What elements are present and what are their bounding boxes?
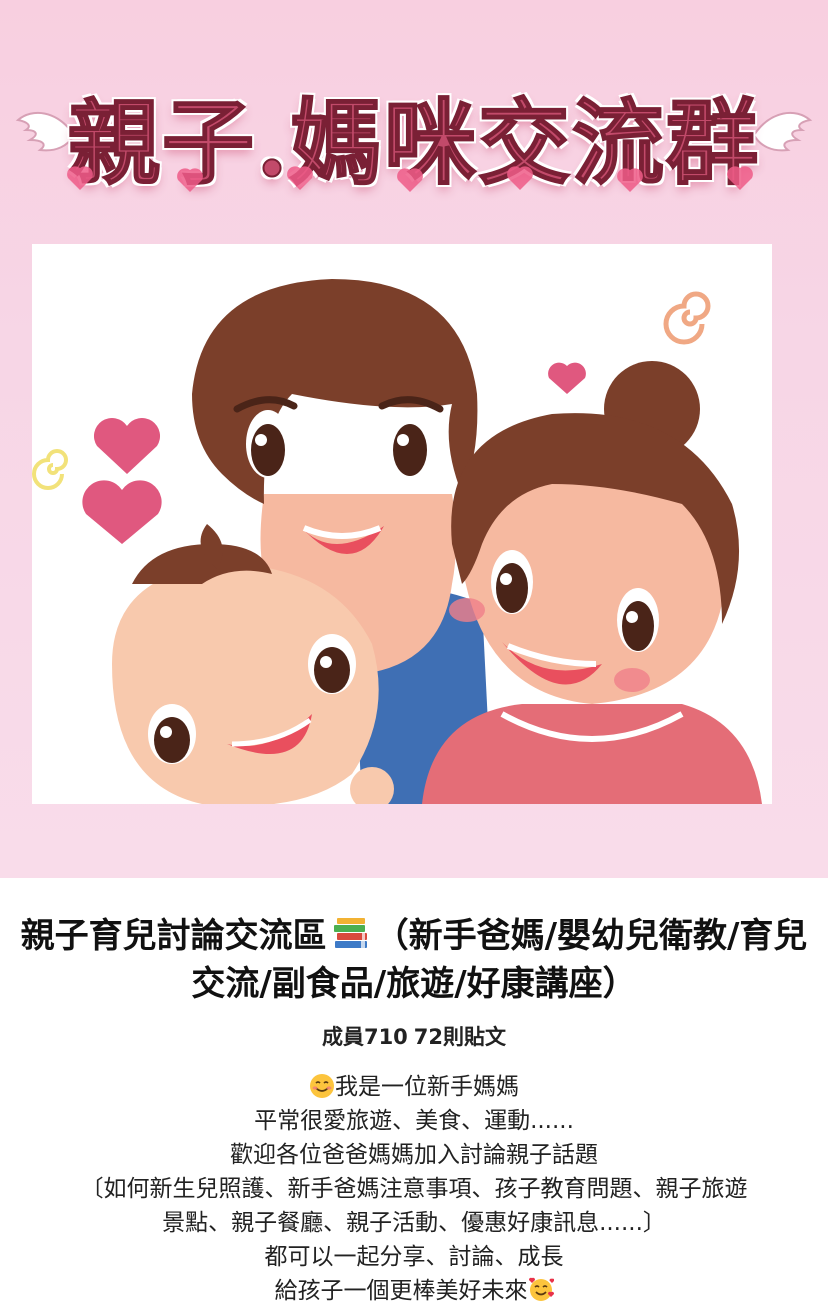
description-line-2: 平常很愛旅遊、美食、運動...... [254,1108,574,1134]
description-line-7: 給孩子一個更棒美好未來 [274,1278,528,1304]
wing-icon [15,112,76,152]
group-description: 我是一位新手媽媽 平常很愛旅遊、美食、運動...... 歡迎各位爸爸媽媽加入討論… [14,1070,814,1308]
family-cartoon-image [32,279,762,804]
smiling-face-with-hearts-icon [528,1277,554,1301]
books-icon [333,918,367,948]
description-line-4: 〔如何新生兒照護、新手爸媽注意事項、孩子教育問題、親子旅遊 [80,1176,748,1202]
smiling-face-icon [310,1074,334,1098]
description-line-5: 景點、親子餐廳、親子活動、優惠好康訊息......〕 [162,1210,666,1236]
description-line-1: 我是一位新手媽媽 [335,1074,519,1100]
hearts-decoration [67,166,753,192]
group-stats: 成員710 72則貼文 [0,1022,828,1052]
description-line-6: 都可以一起分享、討論、成長 [264,1244,564,1270]
group-title: 親子育兒討論交流區 （新手爸媽/嬰幼兒衛教/育兒交流/副食品/旅遊/好康講座） [20,912,808,1008]
wing-icon [752,112,813,152]
group-title-categories: （新手爸媽/嬰幼兒衛教/育兒交流/副食品/旅遊/好康講座） [191,916,808,1004]
description-line: 我是一位新手媽媽 [14,1070,814,1104]
description-line-3: 歡迎各位爸爸媽媽加入討論親子話題 [230,1142,598,1168]
family-illustration [32,244,772,804]
member-count: 成員710 [321,1025,408,1049]
description-line: 給孩子一個更棒美好未來 [14,1274,814,1308]
post-count: 72則貼文 [413,1025,507,1049]
group-cover-banner: 親子.媽咪交流群 [0,0,828,878]
group-title-text: 親子育兒討論交流區 [20,916,327,956]
